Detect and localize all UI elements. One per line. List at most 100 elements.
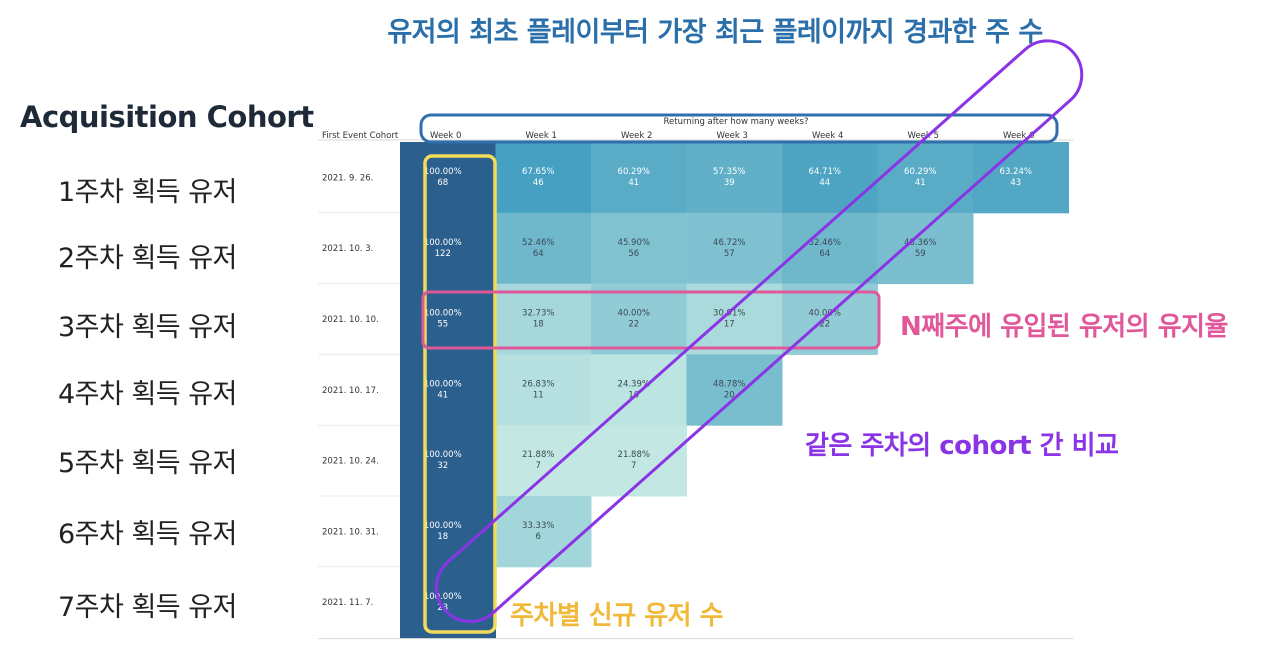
cell-count-label: 18 (533, 320, 544, 330)
column-header: Week 4 (812, 131, 843, 141)
heatmap-cell (591, 142, 687, 214)
cell-percent-label: 100.00% (424, 592, 462, 602)
cohort-label: 7주차 획득 유저 (58, 592, 237, 623)
row-header-label: First Event Cohort (322, 131, 399, 141)
cell-percent-label: 57.35% (713, 167, 745, 177)
heatmap-cell (686, 354, 783, 426)
heatmap-cell (877, 212, 974, 285)
cell-percent-label: 21.88% (522, 450, 554, 460)
column-header: Week 3 (717, 131, 748, 141)
heatmap-cell (591, 425, 687, 497)
diagonal-highlight-annotation: 같은 주차의 cohort 간 비교 (805, 431, 1119, 461)
cell-count-label: 64 (819, 249, 830, 259)
cell-percent-label: 100.00% (424, 379, 462, 389)
heatmap-cell (400, 425, 496, 497)
heatmap-cell (495, 425, 592, 497)
column-header: Week 0 (430, 131, 461, 141)
cell-percent-label: 63.24% (1000, 167, 1032, 177)
heatmap-cell (495, 496, 592, 568)
cell-percent-label: 100.00% (424, 521, 462, 531)
cell-count-label: 11 (533, 390, 544, 400)
cell-percent-label: 52.46% (809, 238, 841, 248)
heatmap-cell (973, 142, 1069, 214)
cell-percent-label: 48.78% (713, 379, 745, 389)
heatmap-cell (495, 283, 592, 355)
cell-percent-label: 40.00% (618, 309, 650, 319)
cohort-label: 3주차 획득 유저 (58, 312, 237, 343)
cell-count-label: 64 (533, 249, 544, 259)
cell-count-label: 7 (631, 461, 636, 471)
week0-column-highlight (423, 154, 497, 634)
column-header: Week 1 (526, 131, 557, 141)
cell-percent-label: 26.83% (522, 379, 554, 389)
week0-highlight-annotation: 주차별 신규 유저 수 (510, 601, 724, 631)
cell-percent-label: 100.00% (424, 238, 462, 248)
side-title: Acquisition Cohort (20, 100, 314, 134)
cell-count-label: 17 (724, 320, 735, 330)
cohort-label: 1주차 획득 유저 (58, 177, 237, 208)
heatmap-cell (782, 142, 878, 214)
cell-percent-label: 40.00% (809, 309, 841, 319)
cohort-label: 4주차 획득 유저 (58, 379, 237, 410)
cohort-label: 2주차 획득 유저 (58, 243, 237, 274)
heatmap-cell (591, 212, 687, 285)
cell-percent-label: 33.33% (522, 521, 554, 531)
page-title: 유저의 최초 플레이부터 가장 최근 플레이까지 경과한 주 수 (387, 17, 1043, 48)
heatmap-cell (686, 212, 783, 285)
cell-count-label: 22 (628, 320, 639, 330)
row-highlight-annotation: N째주에 유입된 유저의 유지율 (900, 312, 1228, 342)
heatmap-cell (400, 142, 496, 214)
cell-count-label: 7 (536, 461, 541, 471)
cell-count-label: 59 (915, 249, 926, 259)
column-header: Week 5 (908, 131, 939, 141)
cell-count-label: 39 (724, 178, 735, 188)
heatmap-cell (495, 212, 592, 285)
cohort-date-label: 2021. 10. 3. (322, 244, 373, 254)
cell-percent-label: 48.36% (904, 238, 936, 248)
heatmap-cell (591, 283, 687, 355)
cell-percent-label: 45.90% (618, 238, 650, 248)
cohort-date-label: 2021. 10. 10. (322, 315, 379, 325)
cohort-date-label: 2021. 10. 17. (322, 386, 379, 396)
cell-percent-label: 46.72% (713, 238, 745, 248)
cell-count-label: 122 (435, 249, 451, 259)
cohort-date-label: 2021. 10. 24. (322, 457, 379, 467)
heatmap-cell (686, 142, 783, 214)
heatmap-cell (591, 354, 687, 426)
cohort-date-label: 2021. 9. 26. (322, 173, 373, 183)
cell-count-label: 46 (533, 178, 544, 188)
column-header: Week 6 (1003, 131, 1034, 141)
heatmap-cell (400, 283, 496, 355)
cohort-row-highlight (421, 290, 881, 350)
column-group-title: Returning after how many weeks? (664, 117, 809, 127)
heatmap-cell (400, 566, 496, 639)
cell-percent-label: 52.46% (522, 238, 554, 248)
cell-count-label: 18 (437, 532, 448, 542)
cell-percent-label: 60.29% (904, 167, 936, 177)
cell-count-label: 44 (819, 178, 830, 188)
week-header-highlight (419, 113, 1059, 144)
cohort-label: 5주차 획득 유저 (58, 448, 237, 479)
cell-count-label: 22 (819, 320, 830, 330)
cell-percent-label: 100.00% (424, 309, 462, 319)
cell-count-label: 43 (1010, 178, 1021, 188)
cell-percent-label: 21.88% (618, 450, 650, 460)
cell-percent-label: 60.29% (618, 167, 650, 177)
cell-percent-label: 64.71% (809, 167, 841, 177)
column-header: Week 2 (621, 131, 652, 141)
cell-count-label: 41 (915, 178, 926, 188)
cell-count-label: 32 (437, 461, 448, 471)
cell-percent-label: 32.73% (522, 309, 554, 319)
heatmap-cell (400, 212, 496, 285)
cell-percent-label: 67.65% (522, 167, 554, 177)
heatmap-cell (495, 142, 592, 214)
diagonal-cohort-highlight (434, 39, 1084, 623)
cell-count-label: 55 (437, 320, 448, 330)
cohort-label: 6주차 획득 유저 (58, 519, 237, 550)
cell-count-label: 56 (628, 249, 639, 259)
cell-percent-label: 100.00% (424, 167, 462, 177)
heatmap-cell (495, 354, 592, 426)
cohort-date-label: 2021. 10. 31. (322, 527, 379, 537)
cohort-date-label: 2021. 11. 7. (322, 598, 373, 608)
cell-count-label: 41 (437, 390, 448, 400)
